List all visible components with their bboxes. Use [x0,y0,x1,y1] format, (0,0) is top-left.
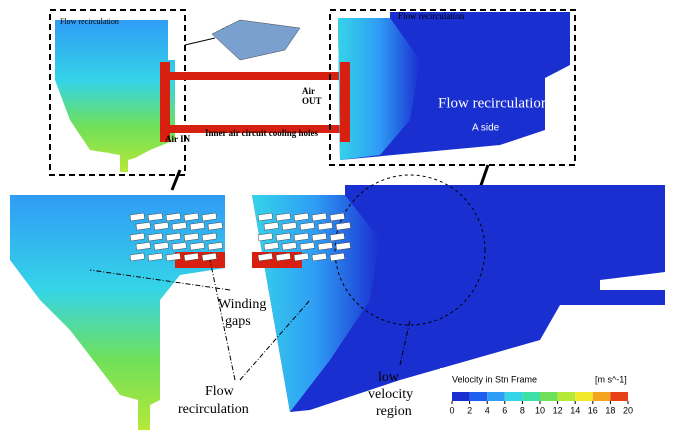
label: Winding [218,297,266,312]
colorbar-band [575,392,593,401]
label: low [378,370,400,385]
label: Air [302,86,315,96]
colorbar-tick-label: 8 [520,405,525,415]
label: Air IN [165,134,191,144]
label: OUT [302,96,322,106]
colorbar-band [470,392,488,401]
colorbar-band [487,392,505,401]
colorbar-title: Velocity in Stn Frame [452,374,537,384]
colorbar-tick-label: 18 [605,405,615,415]
label: gaps [225,314,251,329]
wall [175,252,225,268]
label: velocity [368,387,413,402]
figure: Flow recirculation plane1 B side Air IN … [0,0,678,433]
colorbar-tick-label: 2 [467,405,472,415]
colorbar-tick-label: 12 [553,405,563,415]
wall [340,62,350,142]
label: Flow recirculation [398,11,465,21]
label: region [376,404,412,419]
colorbar-unit: [m s^-1] [595,374,627,384]
colorbar-band [610,392,628,401]
colorbar-band [558,392,576,401]
colorbar-tick-label: 10 [535,405,545,415]
label: B side [86,152,114,163]
leader [185,38,215,45]
duct-wall [170,72,340,80]
label: Flow recirculation [438,95,549,111]
colorbar-tick-label: 6 [502,405,507,415]
colorbar-tick-label: 4 [485,405,490,415]
contour [10,195,225,430]
label: recirculation [178,402,249,417]
label: Flow recirculation [60,17,119,26]
colorbar-tick-label: 0 [449,405,454,415]
colorbar-band [593,392,611,401]
top-right-panel: Flow recirculation Flow recirculation A … [330,10,575,165]
contour [55,20,175,172]
colorbar-band [540,392,558,401]
colorbar: Velocity in Stn Frame [m s^-1] 0 2 4 6 8 10 12… [440,368,640,423]
label: A side [472,123,500,134]
colorbar-band [505,392,523,401]
colorbar-band [522,392,540,401]
label: Flow [205,384,235,399]
colorbar-tick-label: 20 [623,405,633,415]
wall [160,62,170,142]
colorbar-tick-label: 16 [588,405,598,415]
colorbar-band [452,392,470,401]
label: Inner air circuit cooling holes [205,128,318,138]
colorbar-tick-label: 14 [570,405,580,415]
duct: Air OUT Inner air circuit cooling holes [170,72,340,138]
